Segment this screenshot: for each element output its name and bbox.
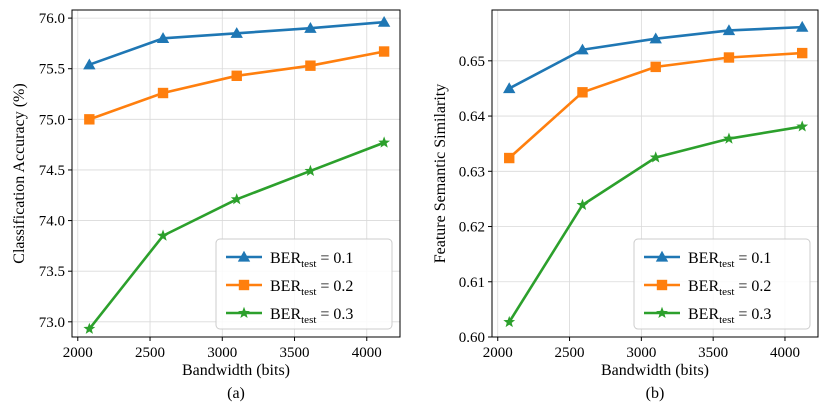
y-tick-label: 75.5 bbox=[39, 62, 65, 78]
x-tick-label: 4000 bbox=[352, 345, 382, 361]
x-tick-label: 3000 bbox=[207, 345, 237, 361]
data-point bbox=[83, 322, 96, 334]
x-tick-label: 2500 bbox=[135, 345, 165, 361]
y-tick-label: 73.5 bbox=[39, 264, 65, 280]
data-point bbox=[157, 87, 169, 99]
legend-label: BERtest = 0.3 bbox=[688, 306, 771, 326]
data-point bbox=[304, 22, 317, 33]
data-point bbox=[796, 120, 809, 132]
data-point bbox=[723, 52, 735, 63]
data-point bbox=[503, 315, 516, 328]
data-point bbox=[305, 60, 316, 71]
y-tick-label: 0.60 bbox=[459, 330, 485, 346]
legend-marker bbox=[238, 306, 250, 319]
y-tick-label: 75.0 bbox=[39, 112, 65, 128]
series-line bbox=[88, 50, 385, 121]
chart-panel-b: 2000 2500 3000 3500 4000 0.60 0.61 0.62 0.63 0.64… bbox=[432, 9, 819, 402]
series-3 bbox=[503, 120, 809, 328]
legend-entry-2: BERtest = 0.2 bbox=[644, 278, 771, 298]
subfigure-caption: (b) bbox=[646, 385, 665, 402]
data-point bbox=[576, 43, 589, 55]
series-3 bbox=[83, 136, 390, 334]
series-1 bbox=[503, 20, 809, 94]
data-point bbox=[649, 32, 662, 44]
x-tick-label: 2500 bbox=[555, 345, 585, 361]
data-point bbox=[649, 151, 662, 163]
chart-panel-a: 2000 2500 3000 3500 4000 73.0 73.5 74.0 74.5 75.0… bbox=[11, 9, 401, 402]
data-point bbox=[378, 46, 390, 57]
legend-marker bbox=[656, 279, 668, 291]
data-point bbox=[156, 32, 170, 43]
legend-box bbox=[215, 238, 393, 330]
data-point bbox=[504, 152, 515, 164]
data-point bbox=[231, 70, 242, 82]
legend-label: BERtest = 0.2 bbox=[270, 278, 353, 298]
data-point bbox=[576, 198, 589, 210]
y-tick-label: 0.63 bbox=[459, 164, 485, 180]
data-point bbox=[157, 229, 169, 241]
legend-entry-2: BERtest = 0.2 bbox=[226, 278, 353, 298]
legend-label: BERtest = 0.1 bbox=[688, 250, 771, 270]
data-point bbox=[650, 61, 661, 73]
y-tick-label: 74.0 bbox=[39, 214, 65, 230]
series-2 bbox=[504, 47, 808, 164]
data-point bbox=[83, 58, 96, 70]
legend-label: BERtest = 0.2 bbox=[688, 278, 771, 298]
legend-marker bbox=[656, 306, 668, 319]
y-axis-label: Classification Accuracy (%) bbox=[11, 83, 28, 263]
plot-frame bbox=[71, 9, 401, 338]
x-tick-label: 3000 bbox=[626, 345, 656, 361]
data-point bbox=[722, 24, 736, 36]
x-tick-label: 3500 bbox=[698, 345, 728, 361]
data-point bbox=[304, 164, 317, 176]
legend-entry-1: BERtest = 0.1 bbox=[226, 250, 353, 270]
subfigure-caption: (a) bbox=[227, 385, 245, 402]
data-point bbox=[230, 193, 243, 205]
data-point bbox=[796, 20, 809, 32]
y-axis-label: Feature Semantic Similarity bbox=[432, 84, 449, 264]
legend-label: BERtest = 0.1 bbox=[270, 250, 353, 270]
legend-label: BERtest = 0.3 bbox=[270, 306, 353, 326]
data-point bbox=[723, 132, 735, 144]
legend-box bbox=[633, 238, 811, 330]
legend-marker bbox=[655, 250, 669, 262]
data-point bbox=[230, 27, 243, 38]
legend-marker bbox=[237, 250, 251, 262]
legend-marker bbox=[238, 279, 250, 291]
x-tick-label: 3500 bbox=[280, 345, 310, 361]
data-point bbox=[84, 114, 95, 125]
x-tick-label: 4000 bbox=[770, 345, 800, 361]
y-tick-label: 73.0 bbox=[39, 315, 65, 331]
x-axis-label: Bandwidth (bits) bbox=[601, 362, 709, 379]
data-point bbox=[503, 82, 516, 94]
x-axis-label: Bandwidth (bits) bbox=[182, 362, 290, 379]
legend: BERtest = 0.1 BERtest = 0.2 BERtest = 0.3 bbox=[215, 238, 393, 330]
series-2 bbox=[84, 46, 390, 125]
legend-entry-3: BERtest = 0.3 bbox=[644, 306, 771, 326]
data-point bbox=[797, 47, 808, 59]
y-tick-label: 0.64 bbox=[459, 109, 486, 125]
data-point bbox=[577, 87, 588, 98]
data-point bbox=[377, 15, 391, 27]
plot-frame bbox=[491, 9, 819, 338]
x-tick-label: 2000 bbox=[63, 345, 93, 361]
y-tick-label: 0.61 bbox=[459, 275, 485, 291]
y-tick-label: 74.5 bbox=[39, 163, 65, 179]
y-tick-label: 0.65 bbox=[459, 54, 485, 70]
series-1 bbox=[83, 15, 391, 70]
y-tick-label: 0.62 bbox=[459, 220, 485, 236]
data-point bbox=[378, 136, 390, 148]
x-tick-label: 2000 bbox=[483, 345, 513, 361]
legend-entry-3: BERtest = 0.3 bbox=[226, 306, 353, 326]
y-tick-label: 76.0 bbox=[39, 11, 65, 27]
legend: BERtest = 0.1 BERtest = 0.2 BERtest = 0.3 bbox=[633, 238, 811, 330]
legend-entry-1: BERtest = 0.1 bbox=[644, 250, 771, 270]
